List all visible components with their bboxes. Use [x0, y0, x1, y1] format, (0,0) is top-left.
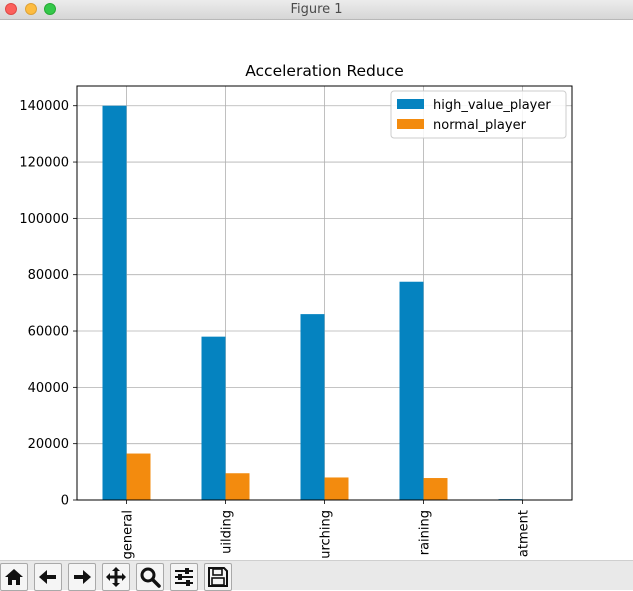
move-icon: [106, 567, 126, 587]
y-tick-label: 0: [61, 494, 69, 509]
bar-normal_player-1: [225, 473, 250, 500]
forward-button[interactable]: [68, 563, 96, 591]
save-button[interactable]: [204, 563, 232, 591]
y-tick-label: 120000: [19, 156, 69, 171]
minimize-window-button[interactable]: [25, 3, 37, 15]
window-title: Figure 1: [290, 2, 343, 17]
y-tick-label: 60000: [28, 325, 69, 340]
y-tick-label: 40000: [28, 381, 69, 396]
home-button[interactable]: [0, 563, 28, 591]
x-tick-label: urching: [319, 510, 334, 559]
bar-normal_player-3: [423, 478, 448, 500]
chart-title: Acceleration Reduce: [245, 62, 404, 80]
bar-chart: 0 20000 40000 60000 80000 100000 120000 140000 g…: [19, 62, 573, 559]
legend-label-high_value_player: high_value_player: [433, 98, 551, 113]
zoom-button[interactable]: [136, 563, 164, 591]
window-titlebar: Figure 1: [0, 0, 633, 20]
maximize-window-button[interactable]: [44, 3, 56, 15]
legend-box: [390, 90, 567, 139]
y-tick-label: 100000: [19, 212, 69, 227]
y-tick-label: 20000: [28, 437, 69, 452]
back-button[interactable]: [34, 563, 62, 591]
arrow-left-icon: [39, 570, 56, 584]
bar-high_value_player-2: [300, 314, 325, 500]
bar-high_value_player-0: [102, 105, 127, 500]
legend-swatch-high_value_player: [397, 99, 424, 109]
pan-button[interactable]: [102, 563, 130, 591]
x-tick-label: atment: [517, 510, 532, 557]
x-tick-label: raining: [418, 510, 433, 555]
bar-normal_player-2: [324, 477, 349, 500]
navigation-toolbar: [0, 560, 633, 591]
arrow-right-icon: [74, 570, 91, 584]
home-icon: [5, 569, 23, 585]
bar-normal_player-0: [126, 453, 151, 500]
close-window-button[interactable]: [5, 3, 17, 15]
y-tick-label: 80000: [28, 268, 69, 283]
x-tick-label: general: [121, 510, 136, 559]
x-tick-label: uilding: [220, 510, 235, 554]
legend-swatch-normal_player: [397, 119, 424, 129]
configure-subplots-button[interactable]: [170, 563, 198, 591]
legend-label-normal_player: normal_player: [433, 118, 527, 133]
sliders-icon: [175, 568, 193, 586]
y-tick-label: 140000: [19, 99, 69, 114]
bar-high_value_player-1: [201, 336, 226, 500]
bar-high_value_player-3: [399, 281, 424, 500]
floppy-disk-icon: [208, 567, 228, 587]
magnifier-icon: [140, 567, 161, 588]
